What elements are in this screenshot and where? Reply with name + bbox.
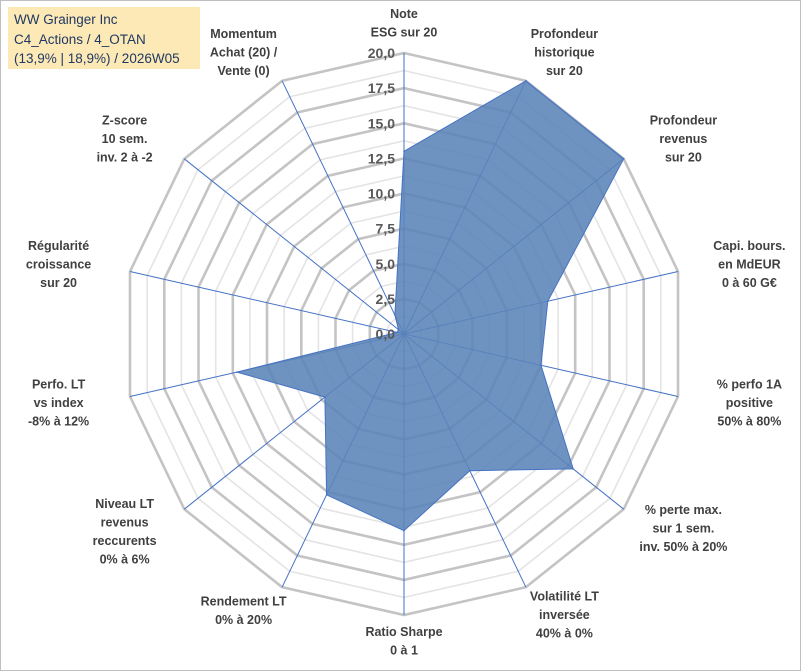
- tick-label: 12,5: [368, 150, 395, 166]
- data-point: [403, 150, 405, 153]
- tick-label: 7,5: [376, 221, 396, 237]
- series-layer: [234, 80, 625, 532]
- data-point: [325, 494, 328, 496]
- category-label: Profondeur revenus sur 20: [650, 114, 717, 165]
- category-label: Capi. bours. en MdEUR 0 à 60 G€: [713, 239, 785, 290]
- tick-label: 0,0: [376, 326, 396, 342]
- tick-label: 17,5: [368, 80, 395, 96]
- chart-title-line-3: (13,9% | 18,9%) / 2026W05: [14, 51, 180, 66]
- series-area: [234, 80, 625, 532]
- category-label: Perfo. LT vs index -8% à 12%: [28, 378, 89, 429]
- category-label: Momentum Achat (20) / Vente (0): [210, 27, 278, 78]
- chart-title-box: WW Grainger Inc C4_Actions / 4_OTAN (13,…: [8, 7, 200, 69]
- category-label: Rendement LT 0% à 20%: [201, 594, 287, 627]
- tick-layer: 0,0 2,5 5,0 7,5 10,0 12,5 15,0 17,5 20,0: [368, 45, 395, 342]
- tick-label: 2,5: [376, 291, 396, 307]
- axis-spoke: [281, 80, 405, 335]
- tick-label: 20,0: [368, 45, 395, 61]
- data-point: [394, 314, 396, 316]
- data-point: [324, 396, 326, 398]
- category-label: Profondeur historique sur 20: [531, 27, 598, 78]
- category-label: Volatilité LT inversée 40% à 0%: [530, 590, 599, 641]
- data-point: [396, 331, 399, 334]
- data-point: [540, 364, 542, 367]
- tick-label: 15,0: [368, 115, 395, 131]
- data-point: [525, 80, 527, 82]
- chart-title-line-1: WW Grainger Inc: [14, 12, 118, 27]
- category-label: Ratio Sharpe 0 à 1: [365, 625, 442, 658]
- category-label: Z-score 10 sem. inv. 2 à -2: [97, 114, 153, 165]
- category-label: Note ESG sur 20: [371, 7, 438, 40]
- data-point: [469, 469, 471, 472]
- category-label: % perfo 1A positive 50% à 80%: [717, 378, 782, 429]
- category-label: Niveau LT revenus reccurents 0% à 6%: [93, 497, 157, 567]
- tick-label: 5,0: [376, 256, 396, 272]
- chart-title-line-2: C4_Actions / 4_OTAN: [14, 31, 146, 47]
- data-point: [572, 468, 574, 470]
- data-point: [236, 371, 238, 373]
- axis-spoke: [129, 271, 405, 335]
- tick-label: 10,0: [368, 186, 395, 202]
- data-point: [622, 158, 625, 160]
- category-label: Régularité croissance sur 20: [26, 239, 91, 290]
- axis-spoke: [183, 158, 405, 335]
- data-point: [403, 529, 405, 532]
- label-layer: Note ESG sur 20 Profondeur historique sur 20…: [26, 7, 786, 658]
- category-label: % perte max. sur 1 sem. inv. 50% à 20%: [639, 503, 727, 554]
- data-point: [397, 328, 400, 331]
- data-point: [547, 300, 549, 303]
